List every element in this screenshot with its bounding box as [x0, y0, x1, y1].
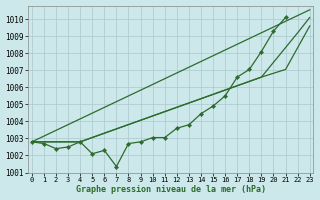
- X-axis label: Graphe pression niveau de la mer (hPa): Graphe pression niveau de la mer (hPa): [76, 185, 266, 194]
